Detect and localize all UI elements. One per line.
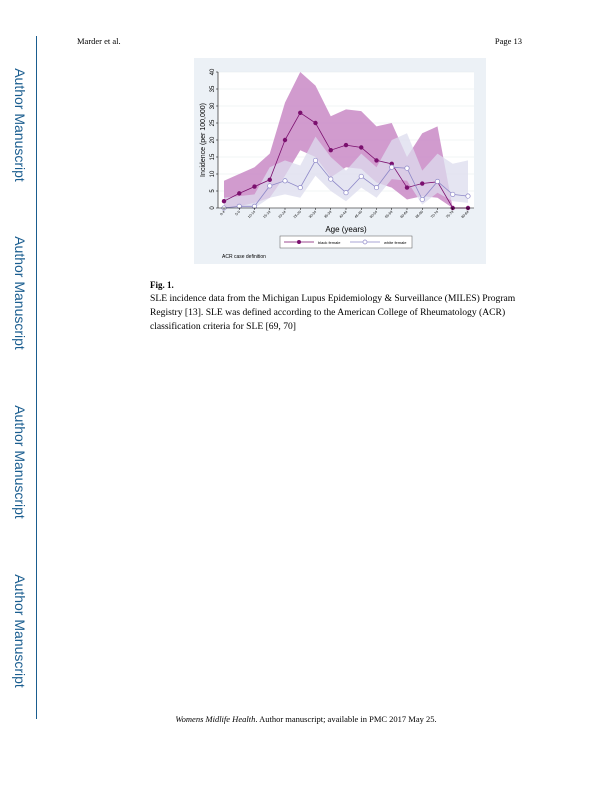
page-number: Page 13	[494, 36, 522, 46]
x-tick-label: 75-79	[445, 210, 454, 219]
data-point-white-female	[419, 196, 425, 203]
data-point-white-female	[434, 178, 441, 185]
x-tick-label: 5-9	[235, 210, 241, 216]
data-point-black-female	[328, 148, 333, 153]
data-point-black-female	[374, 158, 379, 163]
data-point-black-female	[221, 199, 227, 204]
x-axis-label: Age (years)	[325, 225, 367, 234]
y-tick-label: 0	[210, 206, 216, 210]
data-point-black-female	[252, 184, 257, 189]
data-point-white-female	[297, 185, 303, 191]
x-tick-label: 25-29	[293, 210, 302, 219]
footer-text: . Author manuscript; available in PMC 20…	[255, 714, 437, 724]
x-tick-label: 15-19	[262, 210, 271, 219]
author-manuscript-text: Author Manuscript	[12, 68, 28, 182]
data-point-white-female	[358, 173, 364, 179]
data-point-white-female	[312, 157, 319, 163]
x-tick-label: 50-54	[369, 210, 378, 219]
x-tick-label: 0-4	[219, 210, 225, 216]
data-point-white-female	[282, 178, 288, 184]
legend-black-female-label: black female	[318, 240, 341, 245]
x-tick-label: 20-24	[278, 210, 287, 219]
legend-box	[279, 235, 413, 249]
data-point-white-female	[328, 176, 334, 182]
legend: black female white female	[279, 235, 413, 249]
data-point-white-female	[373, 185, 380, 191]
x-tick-label: 80-84	[461, 210, 470, 219]
x-tick-label: 10-14	[247, 210, 256, 219]
figure-label: Fig. 1.	[150, 280, 174, 290]
data-point-black-female	[313, 120, 318, 126]
legend-black-female-marker	[297, 240, 301, 244]
y-tick-label: 10	[210, 170, 216, 177]
data-point-black-female	[298, 110, 303, 115]
author-manuscript-text: Author Manuscript	[12, 574, 28, 688]
y-axis-label: Incidence (per 100,000)	[200, 103, 207, 177]
x-tick-label: 40-44	[339, 210, 348, 219]
data-point-white-female	[450, 191, 456, 197]
chart-note: ACR case definition	[222, 254, 266, 260]
x-tick-label: 60-64	[400, 210, 409, 219]
legend-white-female-marker	[362, 239, 368, 245]
x-tick-label: 65-69	[415, 210, 424, 219]
running-header-author: Marder et al.	[77, 36, 121, 46]
figure-chart: 0 5 10 15 20 25 30 35 40 0-4 5-9 10-14 15-19 20-24 25-…	[194, 58, 486, 264]
y-tick-label: 25	[210, 119, 216, 126]
data-point-white-female	[389, 164, 395, 170]
data-point-white-female	[267, 183, 273, 189]
y-tick-label: 5	[210, 189, 216, 193]
x-tick-label: 35-39	[323, 210, 332, 219]
data-point-white-female	[404, 165, 410, 171]
data-point-black-female	[420, 181, 425, 186]
y-tick-label: 35	[210, 85, 216, 92]
figure-caption: SLE incidence data from the Michigan Lup…	[150, 293, 516, 332]
data-point-black-female	[343, 142, 349, 148]
chart-svg: 0 5 10 15 20 25 30 35 40 0-4 5-9 10-14 15-19 20-24 25-…	[194, 58, 486, 264]
y-tick-label: 15	[210, 153, 216, 160]
footer: Womens Midlife Health. Author manuscript…	[0, 714, 612, 724]
author-manuscript-text: Author Manuscript	[12, 405, 28, 519]
data-point-white-female	[343, 190, 349, 196]
journal-name: Womens Midlife Health	[175, 714, 256, 724]
y-tick-label: 20	[210, 136, 216, 143]
ci-band-white-female	[224, 133, 468, 208]
y-tick-label: 40	[210, 68, 216, 75]
data-point-black-female	[267, 177, 272, 182]
x-tick-label: 30-34	[308, 210, 317, 219]
data-point-black-female	[359, 145, 364, 150]
x-tick-label: 55-59	[384, 210, 393, 219]
data-point-black-female	[237, 191, 242, 196]
x-tick-label: 45-49	[354, 210, 363, 219]
legend-white-female-label: white female	[384, 240, 407, 245]
author-manuscript-text: Author Manuscript	[12, 236, 28, 350]
sidebar-divider	[36, 36, 37, 719]
data-point-white-female	[465, 193, 471, 199]
x-tick-label: 70-74	[430, 210, 439, 219]
y-tick-label: 30	[210, 102, 216, 109]
data-point-black-female	[404, 185, 410, 190]
data-point-black-female	[282, 137, 288, 143]
